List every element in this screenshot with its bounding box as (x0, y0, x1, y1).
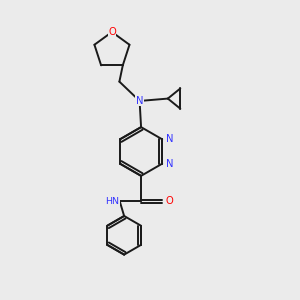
Text: N: N (166, 159, 173, 169)
Text: N: N (166, 134, 173, 144)
Text: O: O (108, 27, 116, 37)
Text: O: O (165, 196, 173, 206)
Text: HN: HN (105, 196, 119, 206)
Text: N: N (136, 96, 143, 106)
